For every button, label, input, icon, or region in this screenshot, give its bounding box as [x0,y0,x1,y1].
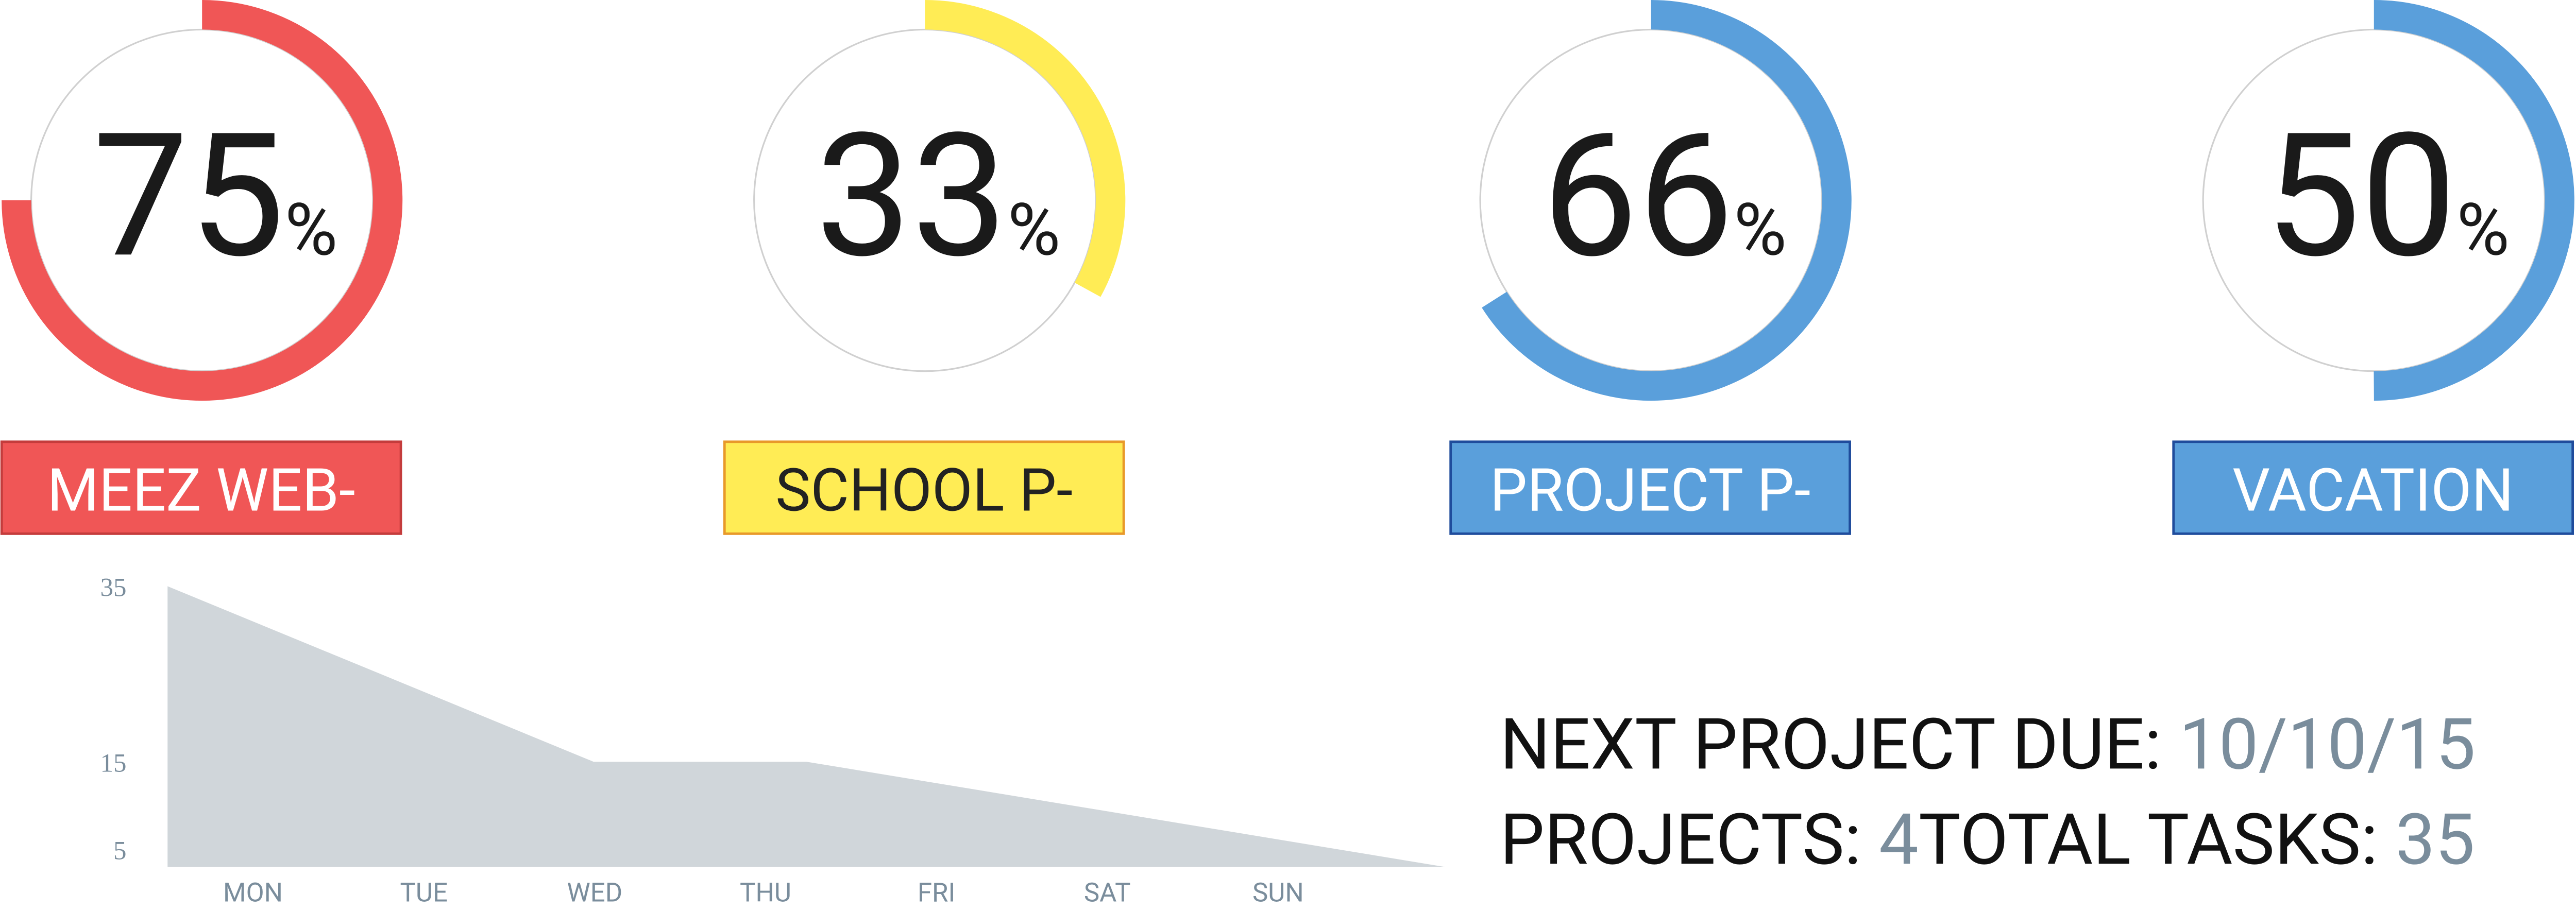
gauge-unit: % [285,188,338,272]
gauge-unit: % [1008,188,1061,272]
gauge-value: 50 [2265,96,2457,296]
gauge-arc [724,0,1126,401]
due-line: NEXT PROJECT DUE: 10/10/15 [1500,703,2476,786]
count-line: PROJECTS: 4TOTAL TASKS: 35 [1500,799,2475,881]
x-tick-label: SUN [1252,878,1304,908]
project-tag [1449,440,1851,535]
gauge-label: 33% [816,96,1061,296]
gauge-value: 75 [93,96,285,296]
projects-value: 4 [1879,799,1919,881]
area [167,586,1446,867]
tasks-value: 35 [2396,799,2475,881]
gauge-label: 50% [2265,96,2510,296]
x-tick-label: FRI [918,878,956,908]
gauge-label: 66% [1541,96,1787,296]
project-name: MEEZ WEB- [47,457,355,526]
project-tag [0,440,402,535]
project-name: VACATION [2232,457,2514,526]
project-name: PROJECT P- [1490,457,1811,526]
x-tick-label: SAT [1084,878,1131,908]
x-tick-label: MON [223,878,283,908]
gauge-value: 33 [816,96,1008,296]
gauge-unit: % [1734,188,1787,272]
y-tick-label: 35 [100,574,127,603]
x-tick-label: TUE [400,878,448,908]
x-tick-label: WED [567,878,622,908]
projects-label: PROJECTS: [1500,799,1879,881]
tasks-label: TOTAL TASKS: [1919,799,2396,881]
project-tag [723,440,1125,535]
gauge-arc [1450,0,1852,401]
project-tag [2172,440,2574,535]
gauge-value: 66 [1541,96,1734,296]
due-value: 10/10/15 [2179,703,2476,786]
gauge-unit: % [2456,188,2510,272]
gauge-arc [2173,0,2574,401]
gauge-arc [2,0,403,401]
x-tick-label: THU [740,878,791,908]
due-label: NEXT PROJECT DUE: [1500,703,2179,786]
y-tick-label: 15 [100,749,127,778]
y-tick-label: 5 [113,837,127,866]
gauge-label: 75% [93,96,338,296]
project-name: SCHOOL P- [775,457,1073,526]
